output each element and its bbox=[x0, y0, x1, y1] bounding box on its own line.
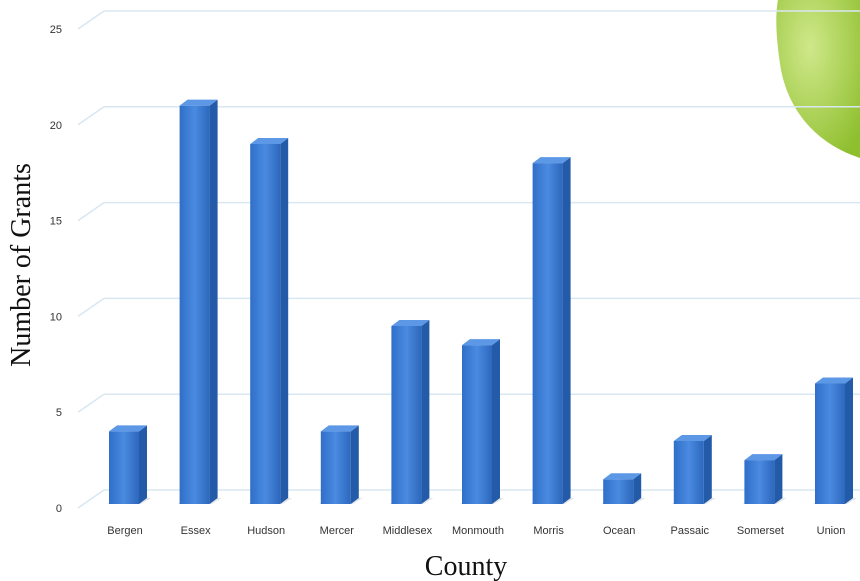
y-tick-label: 10 bbox=[50, 311, 62, 323]
decorative-green-shape bbox=[776, 0, 860, 158]
y-tick-label: 15 bbox=[50, 216, 62, 228]
x-tick-label: Union bbox=[817, 525, 846, 537]
bar-side bbox=[845, 377, 853, 504]
x-tick-label: Middlesex bbox=[383, 525, 433, 537]
category-labels: Bergen Essex Hudson Mercer Middlesex Monmouth… bbox=[107, 525, 845, 537]
y-axis: 0 5 10 15 20 25 bbox=[50, 24, 62, 515]
x-tick-label: Monmouth bbox=[452, 525, 504, 537]
bar-side bbox=[562, 157, 571, 504]
bar-bergen bbox=[107, 425, 151, 504]
bar-front bbox=[603, 479, 634, 504]
grid-line-diagonal bbox=[77, 393, 105, 413]
y-axis-title: Number of Grants bbox=[6, 163, 37, 367]
bar-front bbox=[673, 440, 704, 504]
bar-front bbox=[250, 143, 281, 504]
bar-side bbox=[209, 99, 218, 504]
bar-essex bbox=[177, 99, 222, 504]
x-tick-label: Mercer bbox=[320, 525, 355, 537]
grid-lines bbox=[77, 10, 860, 509]
bar-ocean bbox=[601, 473, 646, 504]
bar-front bbox=[391, 325, 422, 504]
y-tick-label: 20 bbox=[50, 120, 62, 132]
bar-middlesex bbox=[389, 319, 434, 504]
bar-top bbox=[744, 454, 783, 461]
bar-front bbox=[320, 431, 351, 504]
bar-side bbox=[633, 473, 642, 504]
bar-top bbox=[250, 137, 289, 144]
grid-line-diagonal bbox=[77, 297, 105, 318]
x-tick-label: Essex bbox=[181, 525, 211, 537]
bar-top bbox=[532, 157, 571, 164]
bar-side bbox=[139, 425, 147, 504]
y-tick-label: 0 bbox=[56, 503, 62, 515]
bar-side bbox=[280, 137, 289, 504]
bar-top bbox=[815, 377, 853, 384]
bars bbox=[107, 99, 857, 504]
grid-line-diagonal bbox=[77, 201, 105, 222]
x-tick-label: Passaic bbox=[671, 525, 710, 537]
bar-mercer bbox=[318, 425, 363, 504]
bar-side bbox=[774, 454, 783, 504]
bar-front bbox=[532, 163, 563, 504]
bar-front bbox=[462, 345, 492, 504]
y-tick-label: 25 bbox=[50, 24, 62, 36]
bar-top bbox=[109, 425, 147, 432]
bar-union bbox=[813, 377, 857, 504]
bar-side bbox=[421, 319, 430, 504]
bar-top bbox=[603, 473, 642, 480]
bar-top bbox=[462, 339, 500, 346]
bar-passaic bbox=[671, 434, 716, 504]
grid-line-diagonal bbox=[77, 10, 105, 30]
bar-top bbox=[320, 425, 359, 432]
x-tick-label: Hudson bbox=[247, 525, 285, 537]
bar-hudson bbox=[248, 137, 293, 504]
x-tick-label: Ocean bbox=[603, 525, 635, 537]
y-tick-label: 5 bbox=[56, 407, 62, 419]
bar-top bbox=[391, 319, 430, 326]
bar-side bbox=[350, 425, 359, 504]
bar-front bbox=[815, 383, 845, 504]
x-axis-title: County bbox=[425, 551, 507, 581]
bar-monmouth bbox=[460, 339, 504, 504]
bar-front bbox=[179, 105, 210, 504]
x-tick-label: Morris bbox=[533, 525, 564, 537]
x-tick-label: Somerset bbox=[737, 525, 784, 537]
x-tick-label: Bergen bbox=[107, 525, 142, 537]
bar-morris bbox=[530, 157, 575, 504]
bar-side bbox=[703, 434, 712, 504]
bar-somerset bbox=[742, 454, 787, 504]
bar-top bbox=[673, 434, 712, 441]
grid-line-diagonal bbox=[77, 106, 105, 126]
bar-front bbox=[109, 431, 139, 504]
bar-front bbox=[744, 460, 775, 504]
bar-top bbox=[179, 99, 218, 106]
bar-side bbox=[492, 339, 500, 504]
grid-line-diagonal bbox=[77, 489, 105, 509]
